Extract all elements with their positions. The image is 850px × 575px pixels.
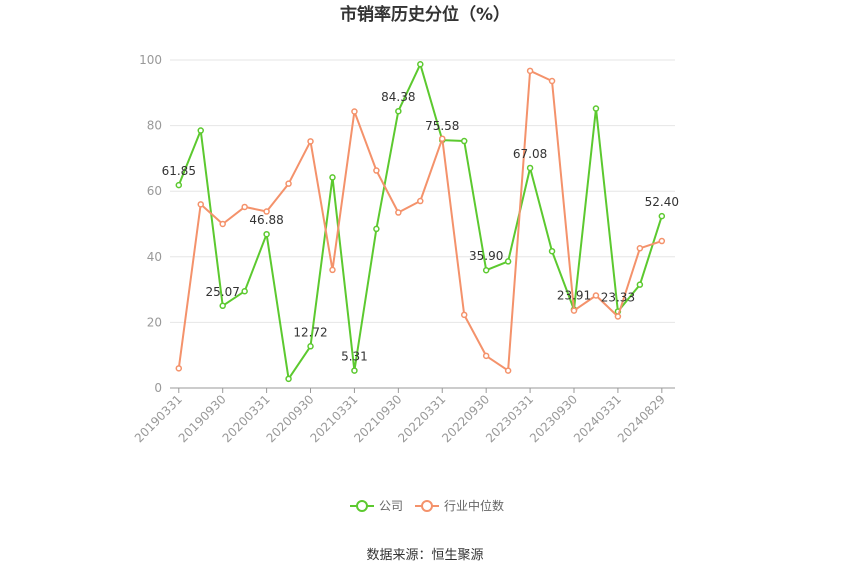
data-point [417, 61, 424, 68]
data-point [241, 287, 248, 295]
y-tick-label: 0 [154, 381, 162, 395]
data-point [373, 167, 380, 174]
data-label: 61.85 [162, 164, 196, 178]
data-point [526, 164, 534, 172]
data-point [285, 180, 292, 187]
legend-marker [421, 500, 433, 512]
data-label: 5.31 [341, 350, 368, 364]
data-point [351, 367, 358, 374]
data-point [614, 313, 622, 320]
data-point [395, 209, 402, 216]
data-label: 67.08 [513, 147, 547, 161]
data-labels: 61.85 25.07 46.88 12.72 5.31 84.38 75.58 35.90 6… [162, 90, 679, 363]
chart-title: 市销率历史分位（%） [340, 4, 510, 25]
data-point [219, 220, 226, 228]
legend-marker [356, 500, 368, 512]
series-group [175, 61, 666, 383]
data-point [241, 203, 248, 211]
data-point [482, 266, 490, 274]
y-tick-label: 40 [147, 250, 162, 264]
data-label: 23.33 [601, 290, 635, 304]
y-tick-label: 60 [147, 184, 162, 198]
source-note: 数据来源：恒生聚源 [366, 548, 483, 563]
data-point [592, 105, 600, 112]
grid-lines [170, 59, 675, 323]
data-point [175, 181, 183, 189]
data-point [636, 245, 644, 252]
x-tick-label: 20240829 [615, 392, 668, 445]
data-point [263, 208, 270, 215]
data-label: 46.88 [249, 213, 283, 227]
y-tick-label: 80 [147, 119, 162, 133]
data-label: 75.58 [425, 119, 459, 133]
data-point [482, 352, 490, 360]
data-point [307, 343, 314, 350]
data-point [439, 135, 446, 142]
data-point [373, 225, 380, 233]
data-point [219, 302, 226, 310]
legend-label: 行业中位数 [444, 498, 504, 513]
data-point [526, 67, 534, 75]
data-point [263, 230, 270, 238]
data-point [548, 247, 556, 255]
data-point [592, 292, 600, 299]
data-point [636, 281, 644, 288]
data-point [329, 266, 336, 274]
data-point [460, 137, 468, 145]
data-point [329, 174, 336, 181]
data-point [197, 127, 204, 134]
data-point [307, 138, 314, 145]
legend-item-1[interactable]: 行业中位数 [415, 498, 504, 513]
data-point [197, 201, 204, 208]
data-label: 84.38 [381, 90, 415, 104]
data-label: 35.90 [469, 249, 503, 263]
y-tick-label: 100 [139, 53, 162, 67]
y-tick-label: 20 [147, 315, 162, 329]
legend[interactable]: 公司 行业中位数 [350, 498, 504, 513]
data-label: 52.40 [645, 195, 679, 209]
y-axis-ticks: 0 20 40 60 80 100 [139, 53, 162, 395]
x-axis: 2019033120190930202003312020093020210331… [132, 387, 675, 445]
data-point [351, 108, 358, 115]
data-point [395, 107, 402, 115]
legend-item-0[interactable]: 公司 [350, 499, 403, 513]
data-point [417, 197, 424, 205]
data-point [548, 77, 556, 85]
data-point [658, 237, 666, 245]
data-point [175, 365, 183, 372]
data-label: 25.07 [206, 285, 240, 299]
legend-label: 公司 [379, 499, 403, 513]
data-point [285, 375, 292, 383]
data-label: 12.72 [293, 325, 327, 339]
data-point [658, 212, 666, 220]
data-point [504, 367, 512, 374]
data-point [504, 258, 512, 265]
data-label: 23.91 [557, 289, 591, 303]
data-point [570, 307, 578, 314]
data-point [460, 311, 468, 319]
